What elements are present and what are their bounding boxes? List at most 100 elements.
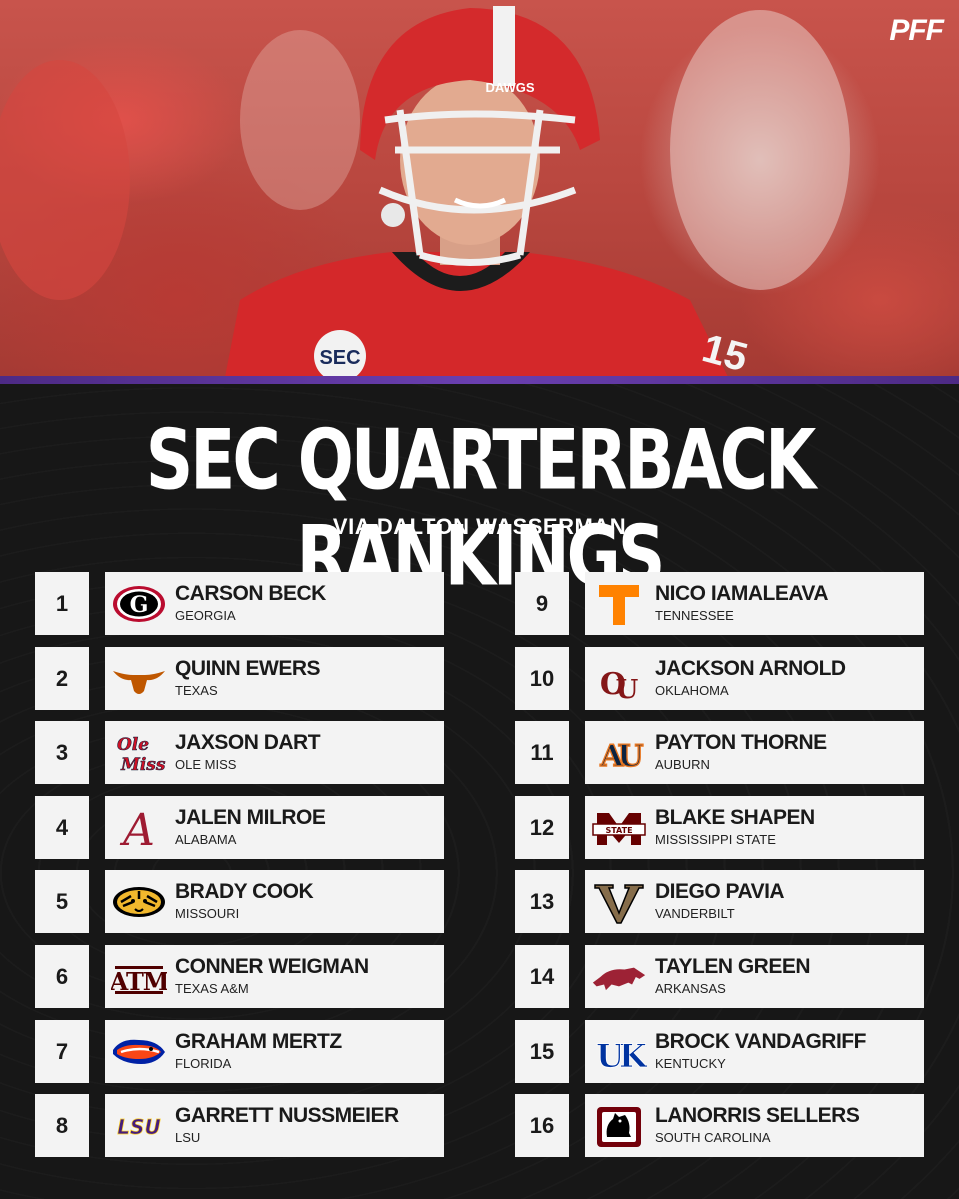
player-name: TAYLEN GREEN	[655, 955, 811, 978]
svg-text:U: U	[616, 675, 639, 702]
svg-text:O: O	[600, 667, 626, 702]
player-name: DIEGO PAVIA	[655, 880, 785, 903]
ranking-row: 4 A JALEN MILROE ALABAMA	[35, 796, 444, 859]
rank-number: 14	[515, 945, 569, 1008]
player-name: BLAKE SHAPEN	[655, 806, 815, 829]
ranking-row: 1 G CARSON BECK GEORGIA	[35, 572, 444, 635]
player-name: BRADY COOK	[175, 880, 314, 903]
jersey-number: 15	[698, 326, 752, 377]
rank-number: 16	[515, 1094, 569, 1157]
player-card: GRAHAM MERTZ FLORIDA	[105, 1020, 444, 1083]
ranking-row: 9 NICO IAMALEAVA TENNESSEE	[515, 572, 924, 635]
school-name: KENTUCKY	[655, 1056, 726, 1071]
player-card: STATE BLAKE SHAPEN MISSISSIPPI STATE	[585, 796, 924, 859]
player-card: Ole Miss JAXSON DART OLE MISS	[105, 721, 444, 784]
ranking-row: 14 TAYLEN GREEN ARKANSAS	[515, 945, 924, 1008]
player-name: JALEN MILROE	[175, 806, 326, 829]
rank-number: 3	[35, 721, 89, 784]
player-card: TAYLEN GREEN ARKANSAS	[585, 945, 924, 1008]
rank-number: 8	[35, 1094, 89, 1157]
school-name: SOUTH CAROLINA	[655, 1130, 771, 1145]
ranking-row: 16 LANORRIS SELLERS SOUTH CAROLINA	[515, 1094, 924, 1157]
longhorn-icon	[111, 653, 167, 704]
helmet-text: DAWGS	[485, 80, 534, 95]
player-name: CARSON BECK	[175, 582, 326, 605]
player-name: PAYTON THORNE	[655, 731, 827, 754]
ranking-row: 2 QUINN EWERS TEXAS	[35, 647, 444, 710]
player-name: BROCK VANDAGRIFF	[655, 1030, 866, 1053]
school-name: AUBURN	[655, 757, 710, 772]
school-name: TENNESSEE	[655, 608, 734, 623]
svg-text:Miss: Miss	[120, 755, 166, 775]
school-name: FLORIDA	[175, 1056, 232, 1071]
rank-number: 12	[515, 796, 569, 859]
page-subtitle: VIA DALTON WASSERMAN	[332, 514, 627, 539]
player-card: NICO IAMALEAVA TENNESSEE	[585, 572, 924, 635]
gator-icon	[111, 1026, 167, 1077]
rank-number: 1	[35, 572, 89, 635]
tennessee-t-icon	[591, 578, 647, 629]
pff-logo: PFF	[889, 14, 944, 47]
kentucky-uk-icon: UK	[591, 1026, 647, 1077]
atm-icon: ATM	[111, 951, 167, 1002]
rank-number: 7	[35, 1020, 89, 1083]
player-name: GARRETT NUSSMEIER	[175, 1104, 399, 1127]
svg-text:G: G	[130, 592, 149, 618]
player-name: CONNER WEIGMAN	[175, 955, 369, 978]
quarterback-photo: SEC 15 DAWGS	[0, 6, 850, 377]
alabama-a-icon: A	[111, 802, 167, 853]
ranking-row: 7 GRAHAM MERTZ FLORIDA	[35, 1020, 444, 1083]
ranking-row: 11 AU PAYTON THORNE AUBURN	[515, 721, 924, 784]
school-name: TEXAS	[175, 683, 218, 698]
player-card: UK BROCK VANDAGRIFF KENTUCKY	[585, 1020, 924, 1083]
player-card: LANORRIS SELLERS SOUTH CAROLINA	[585, 1094, 924, 1157]
school-name: VANDERBILT	[655, 906, 735, 921]
player-name: QUINN EWERS	[175, 657, 321, 680]
vanderbilt-v-icon	[591, 876, 647, 927]
auburn-au-icon: AU	[591, 727, 647, 778]
rank-number: 13	[515, 870, 569, 933]
school-name: LSU	[175, 1130, 201, 1145]
player-card: ATM CONNER WEIGMAN TEXAS A&M	[105, 945, 444, 1008]
player-name: JAXSON DART	[175, 731, 321, 754]
ole-miss-script-icon: Ole Miss	[111, 727, 167, 778]
ranking-row: 8 LSU GARRETT NUSSMEIER LSU	[35, 1094, 444, 1157]
school-name: MISSISSIPPI STATE	[655, 832, 776, 847]
school-name: OLE MISS	[175, 757, 237, 772]
ranking-row: 6 ATM CONNER WEIGMAN TEXAS A&M	[35, 945, 444, 1008]
rank-number: 11	[515, 721, 569, 784]
svg-text:UK: UK	[596, 1037, 647, 1075]
ranking-row: 3 Ole Miss JAXSON DART OLE MISS	[35, 721, 444, 784]
ranking-row: 13 DIEGO PAVIA VANDERBILT	[515, 870, 924, 933]
ranking-row: 15 UK BROCK VANDAGRIFF KENTUCKY	[515, 1020, 924, 1083]
rank-number: 5	[35, 870, 89, 933]
georgia-g-icon: G	[111, 578, 167, 629]
school-name: OKLAHOMA	[655, 683, 729, 698]
player-card: O U JACKSON ARNOLD OKLAHOMA	[585, 647, 924, 710]
school-name: GEORGIA	[175, 608, 236, 623]
player-card: QUINN EWERS TEXAS	[105, 647, 444, 710]
svg-text:A: A	[119, 805, 155, 851]
school-name: ARKANSAS	[655, 981, 726, 996]
school-name: ALABAMA	[175, 832, 237, 847]
rank-number: 2	[35, 647, 89, 710]
rank-number: 4	[35, 796, 89, 859]
svg-text:LSU: LSU	[117, 1115, 160, 1139]
player-card: AU PAYTON THORNE AUBURN	[585, 721, 924, 784]
lsu-icon: LSU	[111, 1100, 167, 1151]
gamecock-icon	[591, 1100, 647, 1151]
player-name: JACKSON ARNOLD	[655, 657, 846, 680]
player-card: DIEGO PAVIA VANDERBILT	[585, 870, 924, 933]
ranking-row: 12 STATE BLAKE SHAPEN MISSISSIPPI STATE	[515, 796, 924, 859]
tiger-icon	[111, 876, 167, 927]
player-card: G CARSON BECK GEORGIA	[105, 572, 444, 635]
sec-patch-text: SEC	[319, 347, 360, 369]
rank-number: 9	[515, 572, 569, 635]
school-name: MISSOURI	[175, 906, 240, 921]
rank-number: 10	[515, 647, 569, 710]
ranking-row: 5 BRADY COOK MISSOURI	[35, 870, 444, 933]
rank-number: 6	[35, 945, 89, 1008]
player-card: BRADY COOK MISSOURI	[105, 870, 444, 933]
